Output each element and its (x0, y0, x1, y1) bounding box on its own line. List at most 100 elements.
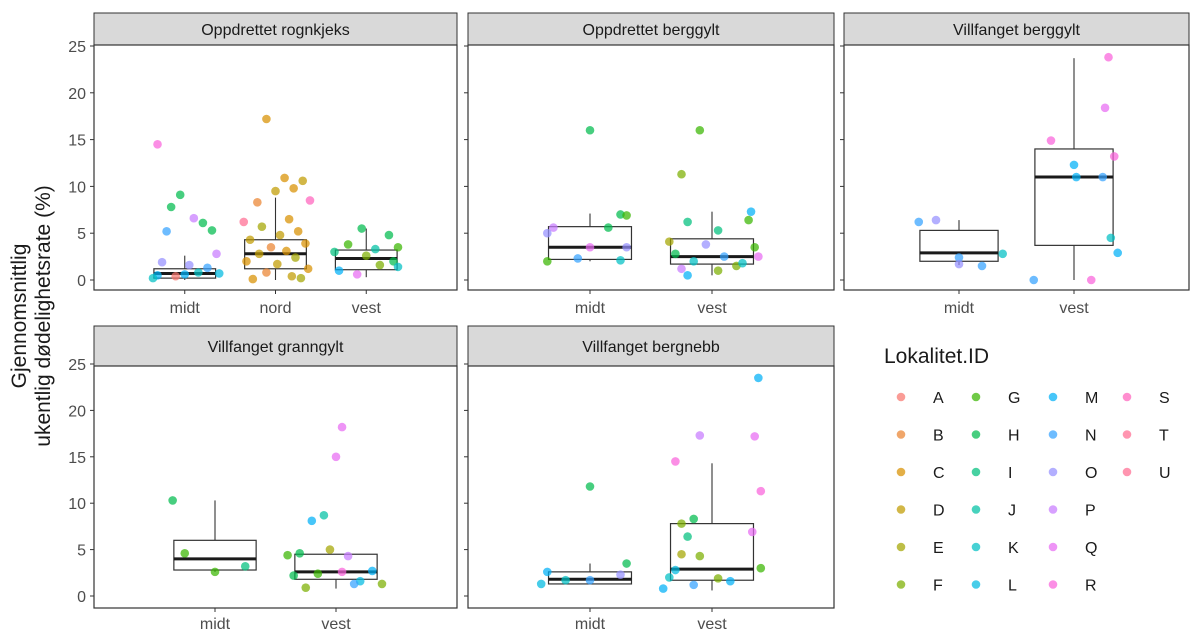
data-point (573, 254, 583, 263)
legend-item: B (896, 428, 944, 445)
legend-label: O (1085, 465, 1097, 482)
legend-label: U (1159, 465, 1171, 482)
data-point (393, 262, 403, 272)
data-point (282, 246, 291, 256)
data-point (744, 215, 753, 225)
data-point (543, 256, 552, 266)
data-point (695, 431, 705, 440)
data-point (585, 125, 595, 135)
data-point (210, 567, 220, 577)
data-point (954, 259, 964, 269)
data-point (585, 575, 595, 585)
data-point (756, 563, 766, 573)
data-point (343, 240, 353, 249)
data-point (275, 230, 285, 240)
panel: Villfanget granngylt 0 5 10 15 20 25 midt vest (68, 325, 458, 632)
legend-key (971, 542, 981, 552)
y-tick-label: 0 (77, 589, 86, 606)
data-point (393, 242, 403, 252)
legend-item: O (1048, 465, 1097, 482)
data-point (240, 562, 250, 571)
data-point (1098, 172, 1108, 182)
legend-label: C (933, 465, 945, 482)
data-point (280, 173, 289, 183)
data-point (754, 373, 763, 383)
data-point (189, 213, 199, 223)
legend-item: F (896, 578, 943, 595)
data-point (253, 198, 262, 207)
data-point (677, 519, 686, 528)
y-tick-label: 15 (68, 450, 86, 467)
legend-label: F (933, 578, 943, 595)
data-point (719, 252, 729, 261)
panel: Villfanget bergnebb midt vest (464, 325, 835, 632)
legend-item: I (971, 465, 1012, 482)
data-point (148, 273, 158, 283)
legend-key (896, 580, 906, 589)
data-point (1109, 152, 1119, 161)
data-point (266, 242, 276, 252)
data-point (665, 573, 674, 582)
legend-label: I (1008, 465, 1012, 482)
data-point (756, 486, 766, 496)
data-point (1086, 275, 1096, 285)
legend-key (971, 467, 981, 477)
data-point (166, 202, 176, 212)
data-point (746, 207, 756, 216)
data-point (325, 545, 335, 554)
data-point (616, 570, 625, 579)
data-point (368, 566, 377, 576)
data-point (750, 242, 759, 252)
data-point (1113, 248, 1122, 258)
data-point (561, 575, 570, 585)
legend-item: M (1048, 390, 1098, 407)
data-point (248, 274, 258, 284)
x-tick-label: vest (1059, 300, 1089, 317)
data-point (671, 457, 680, 466)
data-point (998, 249, 1007, 259)
data-point (622, 211, 631, 220)
y-tick-label: 15 (68, 133, 86, 150)
legend-key (971, 580, 981, 589)
data-point (287, 271, 297, 281)
x-tick-label: vest (352, 300, 382, 317)
box-body (669, 523, 755, 581)
x-tick-label: midt (944, 300, 975, 317)
y-tick-label: 10 (68, 179, 86, 196)
legend-item: G (971, 390, 1020, 407)
panel: Oppdrettet berggylt midt vest (464, 12, 835, 317)
legend-key (1048, 580, 1058, 589)
data-point (184, 260, 194, 270)
legend-item: U (1122, 465, 1171, 482)
legend-label: L (1008, 578, 1017, 595)
data-point (239, 217, 249, 227)
data-point (671, 565, 680, 575)
data-point (616, 256, 625, 265)
data-point (1106, 233, 1116, 243)
data-point (337, 422, 347, 432)
legend-key (1048, 505, 1058, 514)
data-point (180, 549, 190, 558)
legend-item: T (1122, 428, 1169, 445)
y-axis-label-line1: Gjennomsnittlig (8, 244, 31, 389)
x-tick-label: midt (170, 300, 201, 317)
data-point (677, 169, 686, 179)
facet-title: Villfanget granngylt (208, 339, 344, 356)
legend-item: C (896, 465, 945, 482)
data-point (289, 183, 298, 193)
data-point (262, 114, 271, 124)
data-point (713, 574, 723, 583)
data-point (262, 268, 271, 277)
data-point (273, 259, 282, 269)
data-point (343, 551, 353, 561)
box (173, 500, 257, 572)
legend-key (1122, 467, 1132, 477)
legend-key (1048, 542, 1058, 552)
data-point (303, 264, 313, 274)
data-point (307, 516, 317, 526)
data-point (622, 559, 631, 568)
data-point (371, 244, 380, 254)
data-point (337, 567, 347, 577)
data-point (207, 226, 217, 235)
